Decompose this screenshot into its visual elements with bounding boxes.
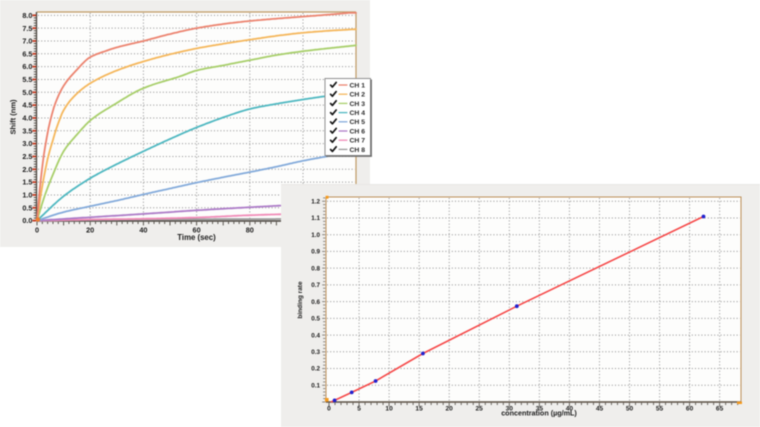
svg-text:0.3: 0.3 [311, 349, 320, 356]
svg-text:30: 30 [506, 406, 514, 413]
svg-text:5.5: 5.5 [22, 75, 32, 84]
svg-text:10: 10 [385, 406, 393, 413]
svg-text:60: 60 [193, 226, 201, 235]
svg-text:Shift (nm): Shift (nm) [9, 99, 18, 134]
svg-text:65: 65 [716, 406, 724, 413]
svg-text:6.5: 6.5 [22, 49, 32, 58]
svg-text:binding rate: binding rate [297, 281, 304, 319]
svg-text:20: 20 [86, 226, 94, 235]
svg-text:1.0: 1.0 [22, 191, 32, 200]
svg-text:60: 60 [686, 406, 694, 413]
svg-text:4.0: 4.0 [22, 114, 32, 123]
svg-text:7.5: 7.5 [22, 24, 32, 33]
svg-text:CH 5: CH 5 [350, 119, 366, 126]
svg-text:25: 25 [476, 406, 484, 413]
svg-text:0: 0 [327, 406, 331, 413]
svg-text:2.5: 2.5 [22, 152, 32, 161]
svg-text:2.0: 2.0 [22, 165, 32, 174]
svg-text:CH 4: CH 4 [350, 110, 366, 117]
svg-text:0.9: 0.9 [311, 249, 320, 256]
svg-text:1.2: 1.2 [311, 198, 320, 205]
svg-text:1.5: 1.5 [22, 178, 32, 187]
svg-text:0: 0 [35, 226, 39, 235]
svg-text:CH 1: CH 1 [350, 82, 366, 89]
svg-text:5: 5 [357, 406, 361, 413]
svg-text:0.4: 0.4 [311, 332, 320, 339]
svg-text:0.8: 0.8 [311, 265, 320, 272]
svg-text:0.6: 0.6 [311, 299, 320, 306]
svg-text:3.5: 3.5 [22, 126, 32, 135]
svg-text:0.5: 0.5 [311, 316, 320, 323]
svg-text:CH 2: CH 2 [350, 92, 366, 99]
svg-text:4.5: 4.5 [22, 101, 32, 110]
svg-text:CH 8: CH 8 [350, 147, 366, 154]
svg-text:concentration (µg/mL): concentration (µg/mL) [501, 409, 577, 418]
svg-text:6.0: 6.0 [22, 62, 32, 71]
svg-text:CH 6: CH 6 [350, 128, 366, 135]
svg-text:40: 40 [566, 406, 574, 413]
svg-text:CH 7: CH 7 [350, 138, 366, 145]
svg-text:40: 40 [139, 226, 147, 235]
svg-text:7.0: 7.0 [22, 37, 32, 46]
svg-text:45: 45 [596, 406, 604, 413]
svg-text:8.0: 8.0 [22, 11, 32, 20]
svg-text:80: 80 [246, 226, 254, 235]
svg-text:Time (sec): Time (sec) [177, 233, 216, 242]
svg-text:0.7: 0.7 [311, 282, 320, 289]
svg-text:0.1: 0.1 [311, 383, 320, 390]
svg-text:15: 15 [415, 406, 423, 413]
svg-text:5.0: 5.0 [22, 88, 32, 97]
svg-text:35: 35 [536, 406, 544, 413]
svg-text:0.2: 0.2 [311, 366, 320, 373]
svg-text:CH 3: CH 3 [350, 101, 366, 108]
svg-text:3.0: 3.0 [22, 139, 32, 148]
svg-text:55: 55 [656, 406, 664, 413]
svg-text:50: 50 [626, 406, 634, 413]
svg-text:0.0: 0.0 [22, 216, 32, 225]
svg-text:20: 20 [446, 406, 454, 413]
svg-text:1.1: 1.1 [311, 215, 320, 222]
svg-text:1.0: 1.0 [311, 232, 320, 239]
svg-text:0.5: 0.5 [22, 203, 32, 212]
